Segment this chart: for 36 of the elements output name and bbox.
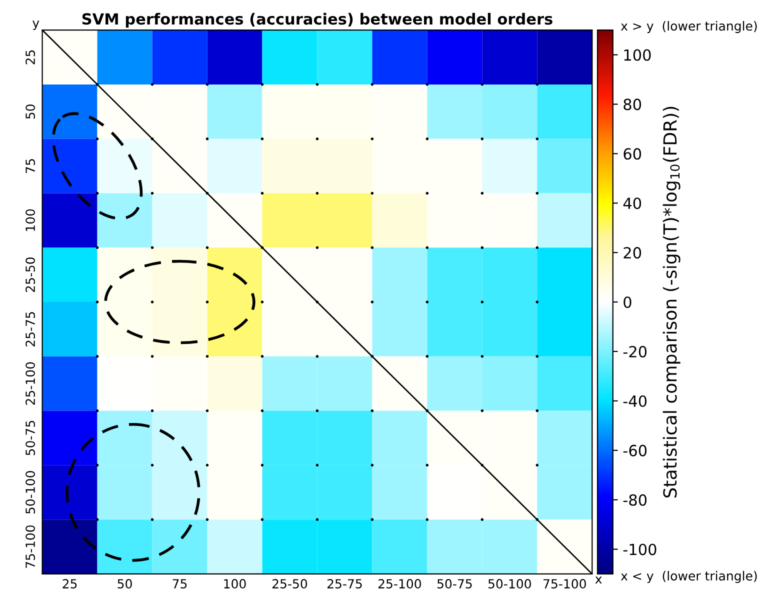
x-tick-label: 25-75 [327, 579, 362, 588]
chart-title: SVM performances (accuracies) between model orders [82, 12, 552, 28]
y-tick-label: 50-75 [26, 420, 36, 456]
color-bar-label: 0 [624, 296, 632, 308]
x-tick-label: 25 [62, 579, 77, 588]
color-bar-label: 80 [624, 98, 642, 110]
x-tick-label: 25-100 [378, 579, 421, 588]
color-bar-title: Statistical comparison (-sign(T)*log$_{10}$(FDR)) [662, 106, 680, 498]
y-tick-label: 25-50 [26, 257, 36, 292]
color-bar-label: -60 [623, 444, 647, 456]
color-bar-label: -20 [623, 346, 647, 358]
x-tick-label: 75 [172, 579, 187, 588]
x-tick-label: 25-50 [272, 579, 308, 588]
x-tick-label: 75-100 [544, 579, 586, 588]
x-tick-label: 50 [118, 579, 132, 588]
text: y [32, 20, 40, 30]
color-bar-label: 60 [624, 148, 642, 160]
color-bar-label: -80 [623, 494, 647, 506]
y-tick-label: 50 [26, 104, 36, 119]
y-tick-label: 100 [26, 209, 36, 231]
y-tick-label: 25 [26, 50, 36, 64]
y-tick-label: 25-75 [26, 312, 36, 346]
color-bar-label: 100 [624, 49, 651, 61]
color-bar-label: -40 [623, 395, 647, 407]
text: x [595, 576, 602, 584]
y-tick-label: 25-100 [26, 362, 36, 405]
color-bar-label: -100 [623, 544, 656, 556]
x-tick-label: 50-100 [488, 579, 531, 588]
text: x > y (lower triangle) [620, 20, 757, 34]
x-tick-label: 100 [224, 579, 246, 588]
y-tick-label: 75 [26, 159, 36, 173]
color-bar-label: 40 [623, 198, 642, 210]
y-tick-label: 50-100 [26, 471, 36, 514]
text: x < y (lower triangle) [620, 570, 757, 584]
x-tick-label: 50-75 [437, 579, 472, 588]
color-bar-label: 20 [624, 247, 642, 259]
